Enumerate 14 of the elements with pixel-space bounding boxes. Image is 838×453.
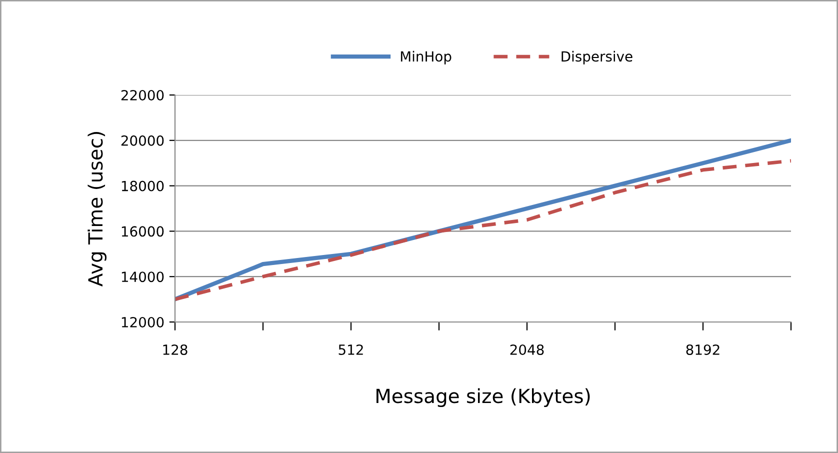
legend-label: MinHop: [400, 50, 452, 64]
y-tick-label: 20000: [121, 135, 164, 146]
y-tick-label: 14000: [122, 272, 164, 282]
y-tick-label: 12000: [122, 316, 164, 328]
y-tick-label: 22000: [121, 90, 164, 100]
y-tick-label: 18000: [122, 180, 164, 192]
x-tick-label: 512: [338, 344, 363, 355]
x-tick-label: 128: [163, 344, 188, 355]
y-tick-label: 16000: [122, 226, 164, 237]
legend-label: Dispersive: [562, 50, 632, 64]
x-tick-label: 8192: [686, 344, 720, 355]
y-axis-title: Avg Time (usec): [88, 132, 107, 286]
x-axis-title: Message size (Kbytes): [376, 388, 590, 408]
x-tick-label: 2048: [510, 344, 544, 355]
